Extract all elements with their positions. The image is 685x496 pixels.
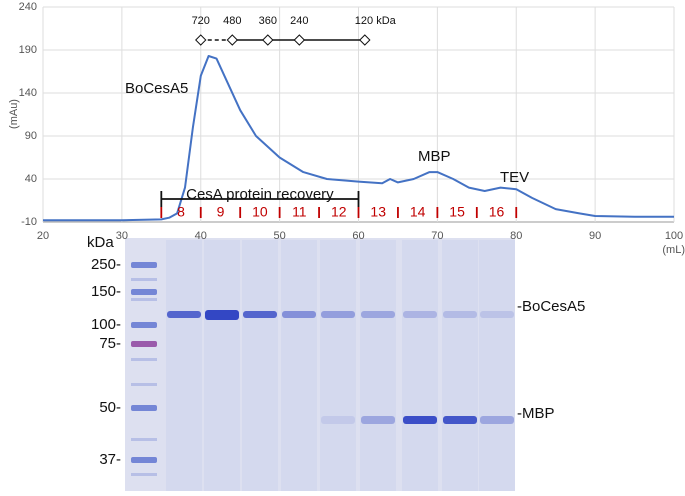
ladder-band — [131, 262, 157, 268]
fraction-label: 11 — [292, 204, 307, 220]
standard-label: 720 — [192, 15, 210, 27]
gel-lane — [204, 240, 240, 491]
y-tick-label: 40 — [25, 173, 37, 185]
gel-band — [480, 416, 514, 424]
standard-label: 480 — [223, 15, 241, 27]
gel-marker-label: 37- — [99, 451, 121, 468]
fraction-label: 15 — [449, 204, 465, 220]
x-tick-label: 80 — [510, 230, 522, 242]
data-line — [43, 55, 674, 222]
gel — [125, 238, 515, 491]
y-axis-label: (mAu) — [8, 99, 20, 129]
gel-band-label: -MBP — [517, 405, 555, 422]
standard-label: 120 kDa — [355, 15, 397, 27]
fraction-label: 12 — [331, 204, 347, 220]
gel-marker-label: 50- — [99, 399, 121, 416]
ladder-band — [131, 322, 157, 328]
standard-label: 240 — [290, 15, 308, 27]
ladder-band — [131, 473, 157, 476]
gel-lane — [479, 240, 515, 491]
x-axis-label: (mL) — [662, 244, 685, 256]
gel-marker-label: 150- — [91, 283, 121, 300]
gel-band — [282, 311, 316, 318]
y-tick-label: 140 — [19, 87, 37, 99]
standard-marker — [226, 34, 239, 46]
ladder-band — [131, 383, 157, 386]
gel-lane — [320, 240, 356, 491]
gel-band — [480, 311, 514, 318]
fraction-label: 10 — [252, 204, 268, 220]
x-tick-label: 40 — [195, 230, 207, 242]
x-tick-label: 60 — [352, 230, 364, 242]
x-tick-label: 100 — [665, 230, 683, 242]
standard-label: 360 — [259, 15, 277, 27]
fraction-label: 16 — [489, 204, 505, 220]
fraction-label: 13 — [370, 204, 386, 220]
gel-lane — [360, 240, 396, 491]
gel-band — [361, 311, 395, 318]
y-tick-label: -10 — [21, 216, 37, 228]
gel-marker-label: 250- — [91, 256, 121, 273]
gel-band — [361, 416, 395, 424]
ladder-band — [131, 278, 157, 281]
gel-band — [167, 311, 201, 318]
fraction-label: 8 — [177, 204, 185, 220]
y-tick-label: 190 — [19, 44, 37, 56]
ladder-band — [131, 298, 157, 301]
gel-lane — [281, 240, 317, 491]
ladder-band — [131, 438, 157, 441]
annotation: TEV — [500, 169, 529, 186]
gel-band — [443, 416, 477, 424]
y-tick-label: 90 — [25, 130, 37, 142]
gel-marker-label: 75- — [99, 335, 121, 352]
x-tick-label: 90 — [589, 230, 601, 242]
gel-band-label: -BoCesA5 — [517, 298, 585, 315]
gel-band — [321, 311, 355, 318]
ladder-band — [131, 289, 157, 295]
standard-marker — [359, 34, 371, 46]
recovery-bracket — [160, 191, 360, 207]
x-tick-label: 20 — [37, 230, 49, 242]
gel-band — [403, 311, 437, 318]
annotation: BoCesA5 — [125, 80, 188, 97]
gel-lane — [442, 240, 478, 491]
ladder-band — [131, 405, 157, 411]
gel-band — [243, 311, 277, 318]
gel-band — [205, 310, 239, 320]
x-tick-label: 50 — [274, 230, 286, 242]
gel-lane — [402, 240, 438, 491]
y-tick-label: 240 — [19, 1, 37, 13]
fraction-label: 14 — [410, 204, 426, 220]
ladder-band — [131, 358, 157, 361]
standard-marker — [262, 34, 274, 46]
gel-band — [403, 416, 437, 424]
gel-band — [321, 416, 355, 424]
x-tick-label: 70 — [431, 230, 443, 242]
standard-marker — [293, 34, 306, 46]
gel-unit: kDa — [87, 234, 114, 251]
gel-lane — [166, 240, 202, 491]
fraction-label: 9 — [217, 204, 225, 220]
gel-lane — [242, 240, 278, 491]
recovery-label: CesA protein recovery — [186, 186, 334, 203]
gel-band — [443, 311, 477, 318]
x-tick-label: 30 — [116, 230, 128, 242]
standard-marker — [195, 34, 207, 46]
gel-marker-label: 100- — [91, 316, 121, 333]
ladder-band — [131, 341, 157, 347]
ladder-band — [131, 457, 157, 463]
annotation: MBP — [418, 148, 451, 165]
